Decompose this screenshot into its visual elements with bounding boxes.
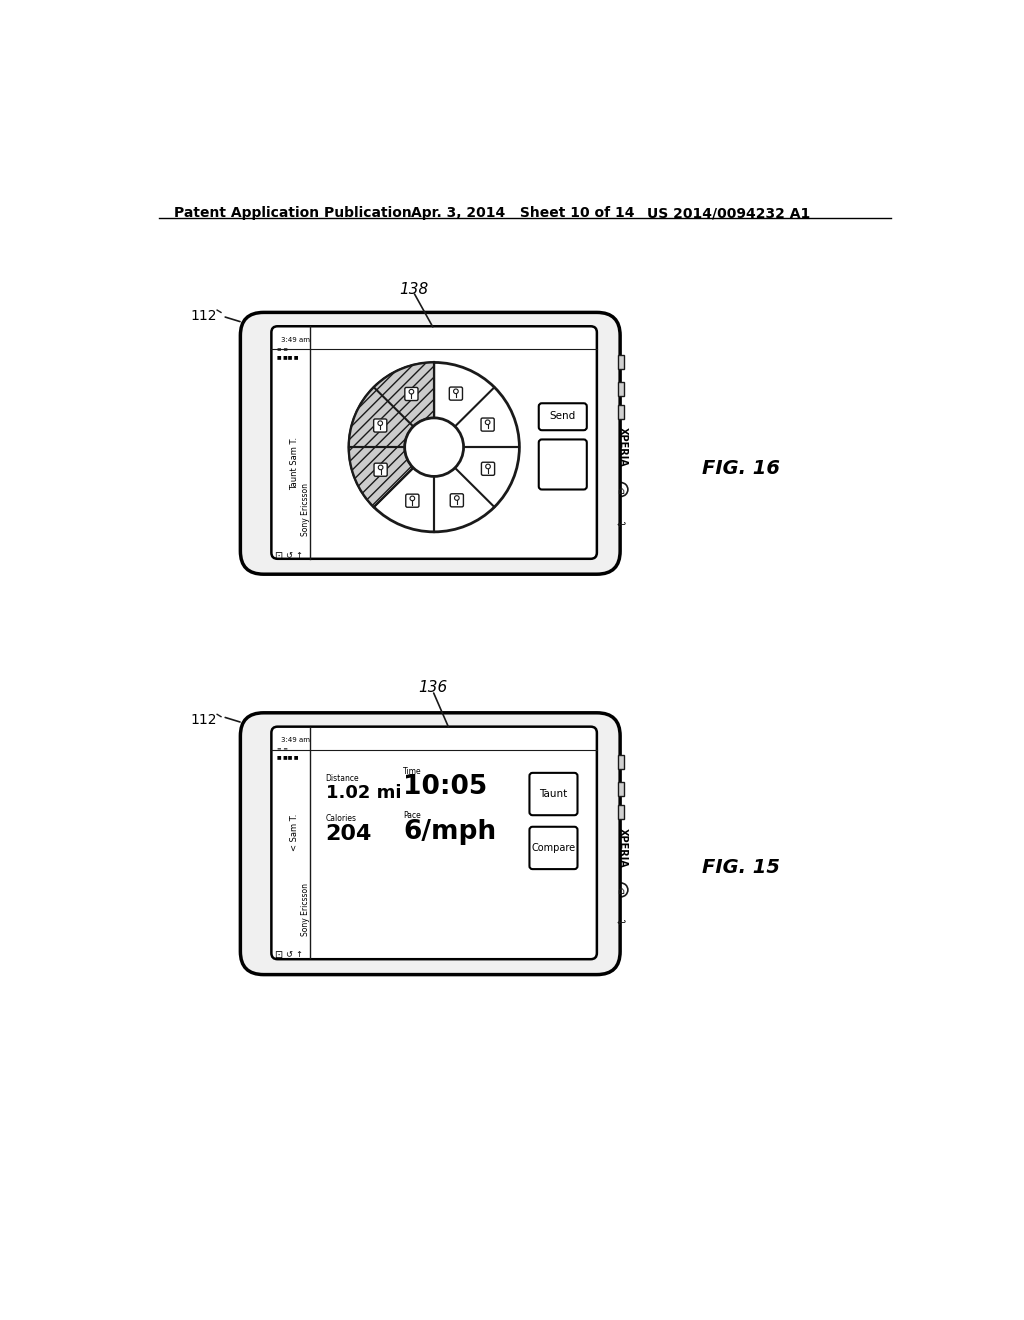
FancyBboxPatch shape <box>271 326 597 558</box>
Text: Sony Ericsson: Sony Ericsson <box>301 883 310 936</box>
Text: ■ ■■ ■: ■ ■■ ■ <box>276 755 298 759</box>
Circle shape <box>241 480 260 499</box>
Text: 3:49 am: 3:49 am <box>282 738 310 743</box>
Text: Taunt: Taunt <box>540 789 567 799</box>
Text: US 2014/0094232 A1: US 2014/0094232 A1 <box>647 206 811 220</box>
Circle shape <box>241 876 260 895</box>
Text: Compare: Compare <box>531 843 575 853</box>
Text: 136: 136 <box>419 681 447 696</box>
Text: ↺: ↺ <box>285 552 292 560</box>
Bar <box>617 405 624 418</box>
Text: 138: 138 <box>399 281 428 297</box>
Text: Send: Send <box>550 412 575 421</box>
Text: XPERIA: XPERIA <box>617 828 628 867</box>
FancyBboxPatch shape <box>529 774 578 816</box>
Circle shape <box>247 909 254 917</box>
FancyBboxPatch shape <box>450 387 463 400</box>
Circle shape <box>247 515 254 523</box>
Circle shape <box>614 883 628 896</box>
Bar <box>617 355 624 368</box>
Text: ⊡: ⊡ <box>274 552 283 561</box>
FancyBboxPatch shape <box>451 494 464 507</box>
Text: 204: 204 <box>326 824 372 843</box>
Wedge shape <box>349 363 434 507</box>
Text: ↑: ↑ <box>295 552 302 560</box>
FancyBboxPatch shape <box>539 440 587 490</box>
Bar <box>617 781 624 796</box>
FancyBboxPatch shape <box>481 462 495 475</box>
FancyBboxPatch shape <box>271 726 597 960</box>
Bar <box>617 381 624 396</box>
Text: Calories: Calories <box>326 814 356 824</box>
FancyBboxPatch shape <box>406 494 419 507</box>
Text: ↺: ↺ <box>285 950 292 958</box>
Text: ⊡: ⊡ <box>274 950 283 960</box>
Circle shape <box>349 363 519 532</box>
Bar <box>617 805 624 818</box>
Text: ≡ ≡: ≡ ≡ <box>276 747 288 752</box>
Text: 1.02 mi: 1.02 mi <box>326 784 401 801</box>
FancyBboxPatch shape <box>529 826 578 869</box>
Text: < Sam T.: < Sam T. <box>290 814 299 851</box>
Text: 112: 112 <box>190 713 217 727</box>
Text: ≡ ≡: ≡ ≡ <box>276 347 288 352</box>
Text: Taunt Sam T.: Taunt Sam T. <box>290 437 299 490</box>
Text: ■ ■■ ■: ■ ■■ ■ <box>276 354 298 359</box>
Bar <box>617 755 624 770</box>
Text: Pace: Pace <box>403 812 421 820</box>
Text: Sony Ericsson: Sony Ericsson <box>301 483 310 536</box>
Text: 112: 112 <box>190 309 217 322</box>
Text: Apr. 3, 2014   Sheet 10 of 14: Apr. 3, 2014 Sheet 10 of 14 <box>411 206 635 220</box>
Text: 6/mph: 6/mph <box>403 818 497 845</box>
Ellipse shape <box>247 401 254 432</box>
FancyBboxPatch shape <box>241 713 621 974</box>
Text: ⌂: ⌂ <box>617 887 625 896</box>
Text: Time: Time <box>403 767 422 776</box>
Text: FIG. 16: FIG. 16 <box>701 459 779 478</box>
FancyBboxPatch shape <box>241 313 621 574</box>
FancyBboxPatch shape <box>374 418 387 432</box>
FancyBboxPatch shape <box>404 388 418 400</box>
Text: 3:49 am: 3:49 am <box>282 337 310 343</box>
Text: Patent Application Publication: Patent Application Publication <box>174 206 413 220</box>
Circle shape <box>614 483 628 496</box>
Ellipse shape <box>247 801 254 832</box>
FancyBboxPatch shape <box>539 404 587 430</box>
FancyBboxPatch shape <box>481 418 495 432</box>
Text: FIG. 15: FIG. 15 <box>701 858 779 876</box>
Text: ↩: ↩ <box>616 917 626 927</box>
Text: ⌂: ⌂ <box>617 486 625 496</box>
Text: Distance: Distance <box>326 775 359 783</box>
Text: 10:05: 10:05 <box>403 775 487 800</box>
Text: XPERIA: XPERIA <box>617 428 628 467</box>
Text: ↑: ↑ <box>295 950 302 958</box>
Circle shape <box>404 418 464 477</box>
Text: ↩: ↩ <box>616 519 626 529</box>
FancyBboxPatch shape <box>374 463 387 477</box>
